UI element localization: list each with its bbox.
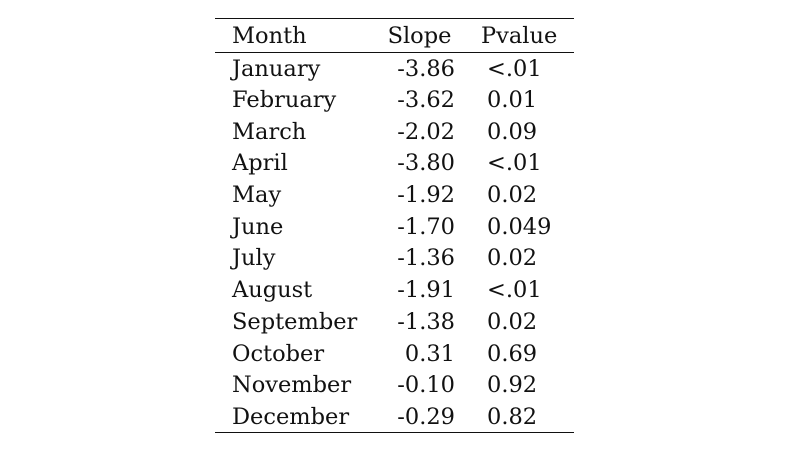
cell-pvalue: 0.02 (487, 308, 538, 335)
table-row: June -1.70 0.049 (215, 211, 574, 243)
cell-month: June (232, 213, 284, 240)
cell-slope: 0.31 (404, 340, 455, 367)
table-row: August -1.91 <.01 (215, 274, 574, 306)
cell-slope: -2.02 (397, 118, 455, 145)
cell-month: May (232, 182, 282, 209)
cell-pvalue: 0.09 (487, 118, 538, 145)
table-row: November -0.10 0.92 (215, 369, 574, 401)
cell-slope: -3.86 (397, 55, 455, 82)
table-row: January -3.86 <.01 (215, 53, 574, 85)
cell-pvalue: 0.02 (487, 182, 538, 209)
cell-slope: -1.70 (397, 213, 455, 240)
header-slope: Slope (380, 18, 465, 53)
table-row: October 0.31 0.69 (215, 338, 574, 370)
cell-month: January (232, 55, 321, 82)
table-row: March -2.02 0.09 (215, 116, 574, 148)
cell-pvalue: 0.82 (465, 401, 574, 434)
cell-month: February (232, 87, 337, 114)
cell-pvalue: 0.69 (487, 340, 538, 367)
cell-month: November (232, 372, 352, 399)
cell-slope: -0.29 (380, 401, 465, 434)
cell-slope: -1.92 (397, 182, 455, 209)
cell-pvalue: 0.02 (487, 245, 538, 272)
table-row: April -3.80 <.01 (215, 148, 574, 180)
cell-month: October (232, 340, 325, 367)
cell-slope: -3.62 (397, 87, 455, 114)
cell-pvalue: <.01 (487, 150, 542, 177)
table-body: January -3.86 <.01 February -3.62 0.01 M… (215, 53, 574, 434)
regression-table-container: Month Slope Pvalue January -3.86 <.01 Fe… (215, 18, 574, 434)
table-row: May -1.92 0.02 (215, 179, 574, 211)
monthly-slope-table: Month Slope Pvalue January -3.86 <.01 Fe… (215, 18, 574, 434)
table-header: Month Slope Pvalue (215, 18, 574, 53)
cell-slope: -1.38 (397, 308, 455, 335)
cell-pvalue: 0.92 (487, 372, 538, 399)
header-row: Month Slope Pvalue (215, 18, 574, 53)
cell-pvalue: <.01 (487, 277, 542, 304)
cell-month: September (232, 308, 358, 335)
cell-slope: -3.80 (397, 150, 455, 177)
cell-month: March (232, 118, 307, 145)
table-row: July -1.36 0.02 (215, 243, 574, 275)
cell-slope: -1.36 (397, 245, 455, 272)
table-row: December -0.29 0.82 (215, 401, 574, 434)
cell-pvalue: 0.049 (487, 213, 552, 240)
header-month: Month (215, 18, 380, 53)
cell-month: April (232, 150, 288, 177)
cell-month: August (232, 277, 313, 304)
header-pvalue: Pvalue (465, 18, 574, 53)
cell-pvalue: 0.01 (487, 87, 538, 114)
cell-slope: -1.91 (397, 277, 455, 304)
cell-slope: -0.10 (397, 372, 455, 399)
table-row: September -1.38 0.02 (215, 306, 574, 338)
table-row: February -3.62 0.01 (215, 84, 574, 116)
cell-month: December (215, 401, 380, 434)
cell-pvalue: <.01 (487, 55, 542, 82)
cell-month: July (232, 245, 276, 272)
